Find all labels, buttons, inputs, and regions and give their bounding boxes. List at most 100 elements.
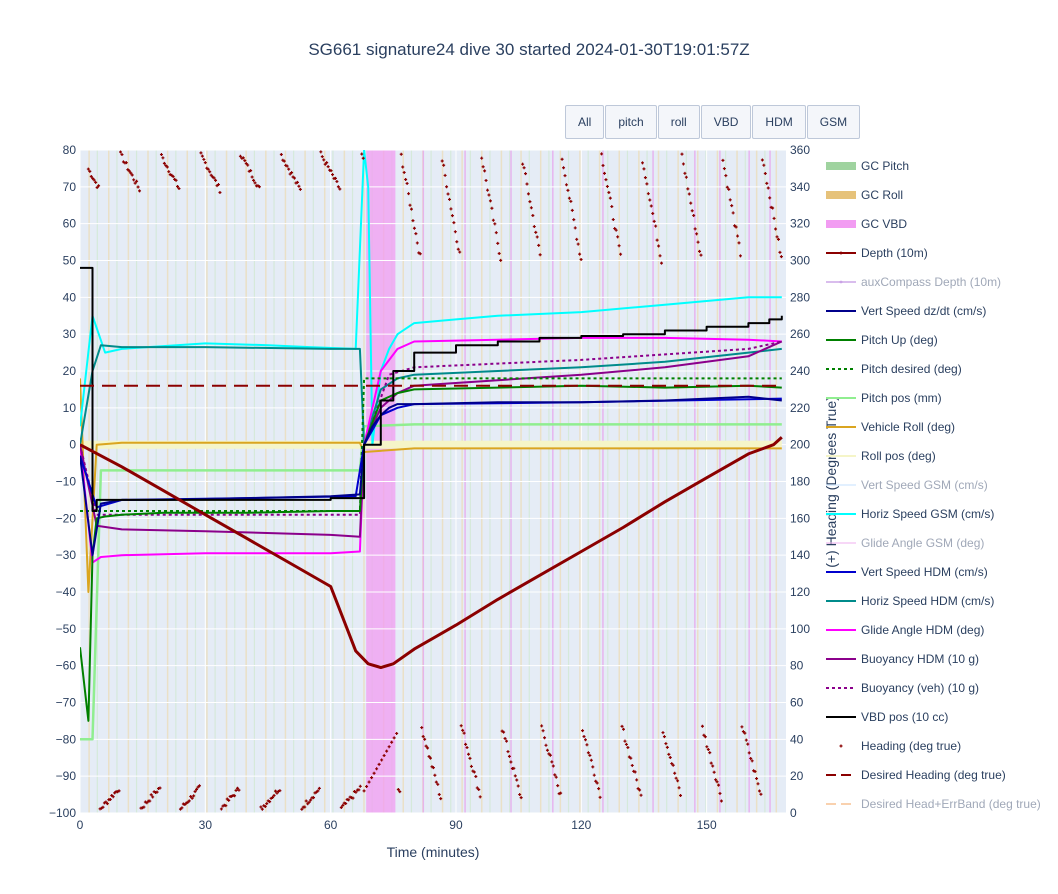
legend-item-vbd-pos-10-cc[interactable]: VBD pos (10 cc)	[826, 702, 1041, 731]
legend-label: Heading (deg true)	[861, 738, 962, 753]
legend-item-buoyancy-veh-10-g[interactable]: Buoyancy (veh) (10 g)	[826, 673, 1041, 702]
legend-item-heading-deg-true[interactable]: Heading (deg true)	[826, 731, 1041, 760]
heading-marker	[259, 805, 263, 809]
heading-marker	[737, 241, 741, 245]
legend-item-pitch-pos-mm[interactable]: Pitch pos (mm)	[826, 383, 1041, 412]
heading-marker	[456, 247, 460, 251]
legend-item-pitch-up-deg[interactable]: Pitch Up (deg)	[826, 325, 1041, 354]
legend-item-desired-heading-deg-true[interactable]: Desired Heading (deg true)	[826, 760, 1041, 789]
y2-tick-label: 240	[790, 364, 810, 378]
legend-item-desired-head-errband-deg-true[interactable]: Desired Head+ErrBand (deg true)	[826, 789, 1041, 818]
heading-marker	[443, 173, 447, 177]
heading-marker	[621, 727, 625, 731]
legend-swatch	[826, 219, 856, 228]
heading-marker	[512, 766, 516, 770]
heading-marker	[588, 753, 592, 757]
heading-marker	[620, 724, 624, 728]
view-button-hdm[interactable]: HDM	[752, 105, 806, 139]
legend-item-roll-pos-deg[interactable]: Roll pos (deg)	[826, 441, 1041, 470]
heading-marker	[719, 799, 723, 803]
heading-marker	[202, 157, 206, 161]
heading-marker	[614, 228, 618, 232]
heading-marker	[652, 219, 656, 223]
legend-item-pitch-desired-deg[interactable]: Pitch desired (deg)	[826, 354, 1041, 383]
heading-marker	[404, 178, 408, 182]
heading-marker	[578, 252, 582, 256]
heading-marker	[189, 794, 193, 798]
legend-item-auxcompass-depth-10m[interactable]: auxCompass Depth (10m)	[826, 267, 1041, 296]
heading-marker	[556, 784, 560, 788]
heading-marker	[695, 232, 699, 236]
heading-marker	[738, 254, 742, 258]
heading-marker	[594, 779, 598, 783]
view-button-all[interactable]: All	[565, 105, 605, 139]
legend-label: Depth (10m)	[861, 245, 928, 260]
heading-marker	[545, 748, 549, 752]
legend-item-vehicle-roll-deg[interactable]: Vehicle Roll (deg)	[826, 412, 1041, 441]
legend-item-gc-roll[interactable]: GC Roll	[826, 180, 1041, 209]
heading-marker	[402, 170, 406, 174]
heading-marker	[89, 175, 93, 179]
heading-marker	[524, 172, 528, 176]
legend-swatch	[826, 773, 856, 776]
heading-marker	[543, 736, 547, 740]
heading-marker	[216, 183, 220, 187]
heading-marker	[480, 156, 484, 160]
legend-label: Desired Head+ErrBand (deg true)	[861, 796, 1041, 811]
heading-marker	[478, 795, 482, 799]
heading-marker	[484, 178, 488, 182]
heading-marker	[494, 231, 498, 235]
legend-label: GC VBD	[861, 216, 908, 231]
heading-marker	[776, 237, 780, 241]
y2-tick-label: 260	[790, 327, 810, 341]
heading-marker	[531, 213, 535, 217]
heading-marker	[548, 753, 552, 757]
heading-marker	[664, 742, 668, 746]
legend-item-buoyancy-hdm-10-g[interactable]: Buoyancy HDM (10 g)	[826, 644, 1041, 673]
legend-item-gc-pitch[interactable]: GC Pitch	[826, 151, 1041, 180]
heading-marker	[671, 763, 675, 767]
legend-item-vert-speed-hdm-cm-s[interactable]: Vert Speed HDM (cm/s)	[826, 557, 1041, 586]
legend-item-horiz-speed-hdm-cm-s[interactable]: Horiz Speed HDM (cm/s)	[826, 586, 1041, 615]
legend-swatch	[826, 367, 856, 370]
heading-marker	[357, 788, 361, 792]
legend-item-vert-speed-gsm-cm-s[interactable]: Vert Speed GSM (cm/s)	[826, 470, 1041, 499]
heading-marker	[518, 793, 522, 797]
heading-marker	[602, 171, 606, 175]
heading-marker	[699, 253, 703, 257]
y2-tick-label: 160	[790, 511, 810, 525]
legend-item-glide-angle-hdm-deg[interactable]: Glide Angle HDM (deg)	[826, 615, 1041, 644]
y-tick-label: −10	[56, 475, 77, 489]
heading-marker	[367, 780, 371, 784]
legend-item-glide-angle-gsm-deg[interactable]: Glide Angle GSM (deg)	[826, 528, 1041, 557]
heading-marker	[233, 794, 237, 798]
heading-marker	[382, 754, 386, 758]
view-button-roll[interactable]: roll	[657, 105, 700, 139]
heading-marker	[195, 787, 199, 791]
legend-item-vert-speed-dz-dt-cm-s[interactable]: Vert Speed dz/dt (cm/s)	[826, 296, 1041, 325]
view-button-vbd[interactable]: VBD	[700, 105, 752, 139]
legend-item-depth-10m[interactable]: Depth (10m)	[826, 238, 1041, 267]
heading-marker	[237, 788, 241, 792]
heading-marker	[108, 798, 112, 801]
legend-item-horiz-speed-gsm-cm-s[interactable]: Horiz Speed GSM (cm/s)	[826, 499, 1041, 528]
legend-swatch	[826, 454, 856, 457]
heading-marker	[581, 729, 585, 733]
view-button-gsm[interactable]: GSM	[806, 105, 861, 139]
heading-marker	[260, 807, 264, 811]
heading-marker	[509, 760, 513, 764]
legend-label: Glide Angle HDM (deg)	[861, 622, 985, 637]
heading-marker	[483, 169, 487, 173]
heading-marker	[760, 158, 764, 162]
heading-marker	[428, 756, 432, 760]
heading-marker	[668, 755, 672, 759]
heading-marker	[462, 731, 466, 735]
heading-marker	[600, 152, 604, 156]
heading-marker	[641, 161, 645, 165]
heading-marker	[412, 226, 416, 230]
heading-marker	[585, 743, 589, 747]
legend-item-gc-vbd[interactable]: GC VBD	[826, 209, 1041, 238]
view-button-pitch[interactable]: pitch	[605, 105, 657, 139]
heading-marker	[755, 777, 759, 781]
heading-marker	[132, 178, 136, 182]
